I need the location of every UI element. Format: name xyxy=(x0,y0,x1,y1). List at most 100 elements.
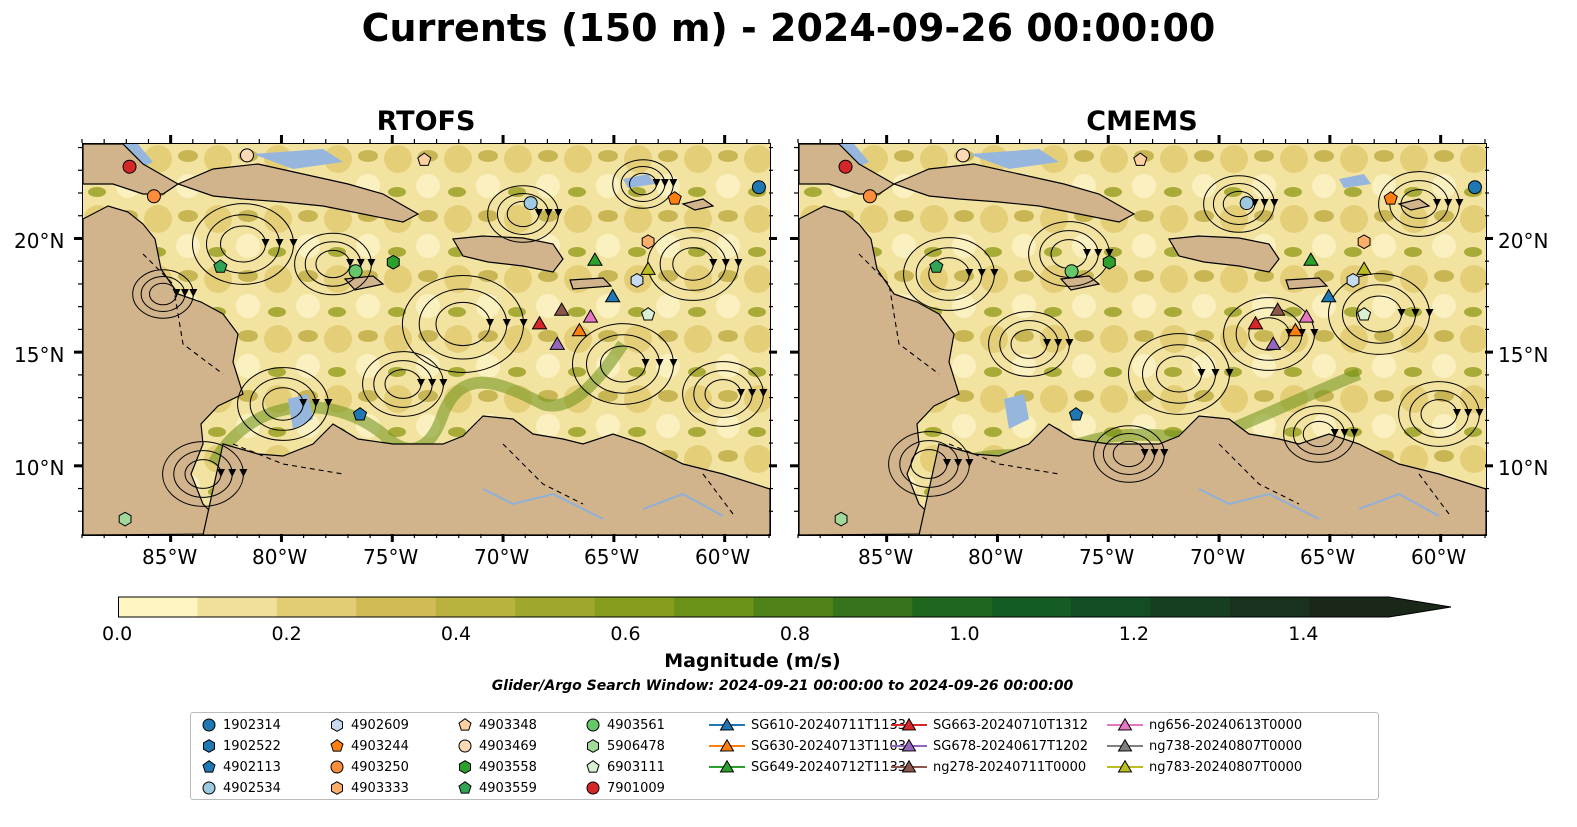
legend-label: ng656-20240613T0000 xyxy=(1149,717,1303,733)
legend-item: 4903559 xyxy=(457,778,537,798)
colorbar xyxy=(118,596,1453,624)
country-border xyxy=(1218,443,1300,505)
legend-marker-icon xyxy=(330,739,344,752)
streamline-arrow xyxy=(554,209,563,217)
legend-item: SG649-20240712T1133 xyxy=(709,757,906,777)
streamline-arrow xyxy=(954,459,963,467)
legend-item: 4902534 xyxy=(201,778,281,798)
colorbar-segment xyxy=(753,597,834,617)
platform-marker-4903469 xyxy=(955,148,970,163)
legend-item: 4903333 xyxy=(329,778,409,798)
legend-item: 6903111 xyxy=(585,757,665,777)
legend-marker-icon xyxy=(331,718,343,732)
legend-item: 4902113 xyxy=(201,757,281,777)
streamline-arrow xyxy=(1094,249,1103,257)
legend-label: 4902534 xyxy=(223,780,281,796)
legend-label: 4903348 xyxy=(479,717,537,733)
streamline-arrow xyxy=(519,319,528,327)
platform-marker-4903558 xyxy=(1102,254,1116,270)
lat-label-right: 10°N xyxy=(1498,456,1549,480)
streamline-arrow xyxy=(669,359,678,367)
lon-label: 65°W xyxy=(1300,545,1356,569)
streamline-arrow xyxy=(1054,339,1063,347)
legend-marker-icon xyxy=(586,718,600,732)
lon-label: 75°W xyxy=(1079,545,1135,569)
streamline-arrow xyxy=(417,379,425,387)
streamline-arrow xyxy=(189,289,198,297)
colorbar-segment xyxy=(515,597,596,617)
legend-marker-icon xyxy=(1107,717,1143,731)
legend-label: 1902314 xyxy=(223,717,281,733)
streamline-arrow xyxy=(502,319,511,327)
platform-marker-ng783-20240807T0000 xyxy=(1356,261,1372,275)
colorbar-segment xyxy=(594,597,675,617)
platform-marker-4903244 xyxy=(1383,191,1398,205)
streamline-arrow xyxy=(217,469,225,477)
streamline-arrow xyxy=(1225,369,1234,377)
streamline-arrow xyxy=(965,459,974,467)
map-panel-cmems[interactable] xyxy=(798,143,1487,536)
legend-item: ng783-20240807T0000 xyxy=(1107,757,1302,777)
legend-label: SG663-20240710T1312 xyxy=(933,717,1089,733)
shallow-water xyxy=(1004,394,1029,429)
streamline-arrow xyxy=(1411,309,1420,317)
platform-marker-4903561 xyxy=(348,264,363,279)
platform-marker-7901009 xyxy=(838,159,853,174)
platform-marker-SG663-20240710T1312 xyxy=(1247,315,1264,330)
lat-label-right: 20°N xyxy=(1498,229,1549,253)
platform-marker-4903333 xyxy=(1357,234,1371,250)
map-axis-ticks xyxy=(74,135,1493,542)
legend-marker-icon xyxy=(202,760,216,773)
legend-marker-icon xyxy=(586,781,600,795)
colorbar-segment xyxy=(1230,597,1311,617)
land-mass xyxy=(569,277,613,290)
streamline-arrow xyxy=(1065,339,1074,347)
streamline-arrow xyxy=(1330,429,1339,437)
colorbar-segment xyxy=(197,597,278,617)
streamline-arrow xyxy=(1150,449,1159,457)
platform-marker-SG649-20240712T1133 xyxy=(587,252,603,266)
streamline-arrow xyxy=(1464,409,1473,417)
map-panel-rtofs[interactable] xyxy=(82,143,771,536)
legend-marker-icon xyxy=(709,717,745,731)
platform-marker-ng278-20240711T0000 xyxy=(1269,302,1286,316)
streamline-arrow xyxy=(1397,309,1406,317)
streamline-arrow xyxy=(641,359,650,367)
legend-marker-icon xyxy=(586,760,600,773)
legend-item: 4903244 xyxy=(329,736,409,756)
platform-marker-SG630-20240713T1103 xyxy=(571,322,588,337)
platform-marker-4903250 xyxy=(862,189,877,204)
platform-marker-6903111 xyxy=(1357,307,1372,321)
streamline-arrow xyxy=(1475,409,1484,417)
lon-label: 70°W xyxy=(474,545,530,569)
lon-label: 80°W xyxy=(968,545,1024,569)
platform-marker-ng656-20240613T0000 xyxy=(1298,308,1315,323)
streamline-arrow xyxy=(660,179,669,187)
country-border xyxy=(502,443,584,505)
streamline-arrow xyxy=(1433,199,1441,207)
streamline-arrow xyxy=(759,389,768,397)
streamline-arrow xyxy=(1083,249,1091,257)
streamline-arrow xyxy=(172,289,181,297)
lat-label-left: 20°N xyxy=(14,229,65,253)
streamline-arrow xyxy=(367,259,376,267)
streamline-arrow xyxy=(1350,429,1359,437)
streamline-arrow xyxy=(1197,369,1206,377)
legend-marker-icon xyxy=(330,760,344,774)
legend-label: 4902113 xyxy=(223,759,281,775)
land-mass xyxy=(1285,277,1329,290)
platform-marker-SG610-20240711T1133 xyxy=(604,288,621,303)
colorbar-segment xyxy=(1309,597,1390,617)
legend-item: 7901009 xyxy=(585,778,665,798)
legend-label: ng783-20240807T0000 xyxy=(1149,759,1303,775)
legend-marker-icon xyxy=(458,781,472,794)
streamline-arrow xyxy=(965,269,974,277)
streamline-arrow xyxy=(544,209,553,217)
platform-marker-4903244 xyxy=(667,191,682,205)
streamline-arrow xyxy=(943,459,951,467)
colorbar-segment xyxy=(276,597,357,617)
streamline-arrow xyxy=(1140,449,1149,457)
legend-label: 4903333 xyxy=(351,780,409,796)
shallow-water xyxy=(969,149,1059,169)
platform-marker-SG678-20240617T1202 xyxy=(549,336,566,350)
